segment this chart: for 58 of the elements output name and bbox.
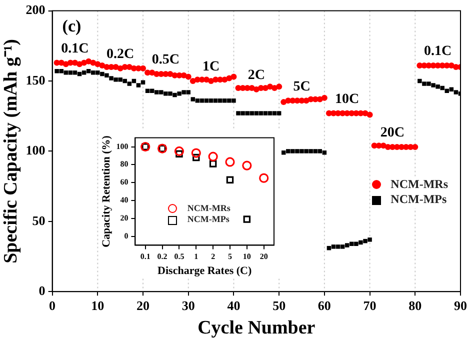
y-axis-title: Specific Capacity (mAh g⁻¹) [0,39,22,264]
x-tick-label: 20 [260,252,268,262]
x-tick-label: 70 [363,298,376,313]
x-axis-title: Discharge Rates (C) [158,265,252,278]
point [225,157,235,167]
x-tick-label: 80 [408,298,422,313]
x-tick-label: 1 [194,252,198,262]
point [259,173,269,183]
point [226,176,234,184]
legend-label: NCM-MRs [187,202,230,214]
x-tick-label: 60 [318,298,331,313]
x-tick-label: 0.5 [174,252,184,262]
annotation: 1C [202,60,220,75]
y-tick-label: 150 [26,72,46,88]
point [242,160,252,170]
point [209,160,217,168]
x-tick-label: 50 [272,298,286,313]
y-tick-label: 60 [120,178,128,187]
annotation: (c) [62,16,82,36]
point [243,216,251,223]
x-tick-label: 0.2 [157,252,168,262]
x-tick-label: 10 [242,252,251,262]
y-tick-label: 0 [38,282,46,298]
x-axis-title: Cycle Number [198,318,316,339]
annotation: 0.5C [152,52,180,68]
y-axis-title: Capacity Retention (%) [100,135,112,248]
y-tick-label: 40 [120,196,128,205]
x-tick-label: 30 [182,298,195,313]
x-tick-label: 90 [454,298,467,313]
y-tick-label: 0 [124,231,128,240]
x-tick-label: 5 [228,252,232,262]
x-tick-label: 20 [136,298,150,313]
annotation: 20C [380,126,405,141]
legend-label: NCM-MPs [390,192,447,208]
legend-label: NCM-MRs [390,176,448,192]
y-tick-label: 20 [120,213,128,222]
point [174,146,184,156]
legend-label: NCM-MPs [187,214,230,226]
point [192,154,200,162]
point [191,148,201,158]
x-tick-label: 0 [49,298,56,313]
point [208,152,218,162]
y-tick-label: 200 [26,2,46,18]
annotation: 10C [335,92,360,107]
annotation: 5C [293,79,310,94]
x-tick-label: 0.1 [140,252,150,262]
annotation: 0.2C [106,46,134,62]
annotation: 2C [248,68,265,84]
y-tick-label: 100 [116,142,128,151]
x-tick-label: 10 [91,298,104,313]
point [176,150,183,158]
y-tick-label: 100 [26,142,46,158]
x-tick-label: 40 [227,298,240,313]
annotation: 0.1C [61,41,89,56]
annotation: 0.1C [424,44,452,60]
x-tick-label: 2 [211,252,216,262]
y-tick-label: 80 [120,160,128,169]
y-tick-label: 50 [32,212,46,228]
